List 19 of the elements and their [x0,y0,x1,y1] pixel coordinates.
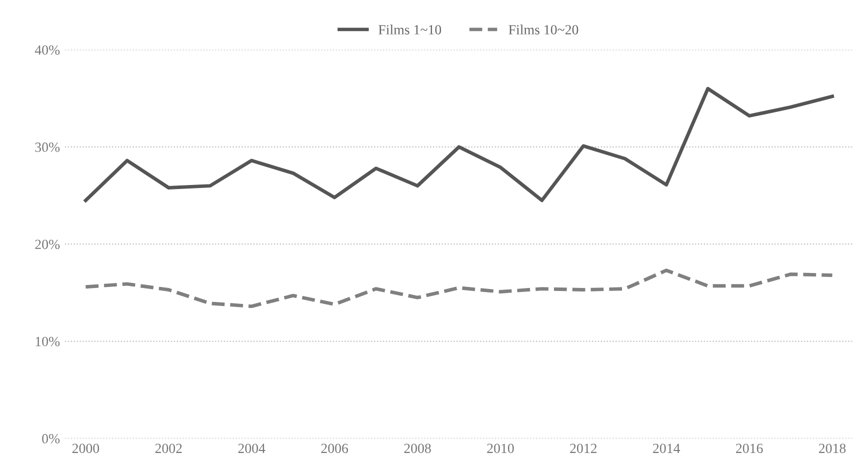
line-series [84,268,834,308]
x-tick-label: 2010 [487,444,514,454]
x-tick-label: 2012 [570,444,597,454]
y-tick-label: 20% [35,240,60,250]
y-tick-label: 10% [36,336,60,346]
line-series [84,86,834,202]
x-tick-label: 2000 [72,444,100,454]
x-tick-label: 2008 [404,444,431,454]
x-tick-label: 2014 [653,444,680,454]
x-tick-label: 2006 [321,444,348,454]
x-tick-label: 2004 [238,444,266,454]
legend-label: Films 1~10 [378,24,442,34]
legend-label: Films 10~20 [508,24,578,34]
y-tick-label: 0% [42,434,60,444]
x-tick-label: 2016 [736,444,763,454]
y-tick-label: 40% [34,45,60,55]
y-tick-label: 30% [35,142,60,152]
x-tick-label: 2002 [155,444,182,454]
x-tick-label: 2018 [818,444,846,454]
